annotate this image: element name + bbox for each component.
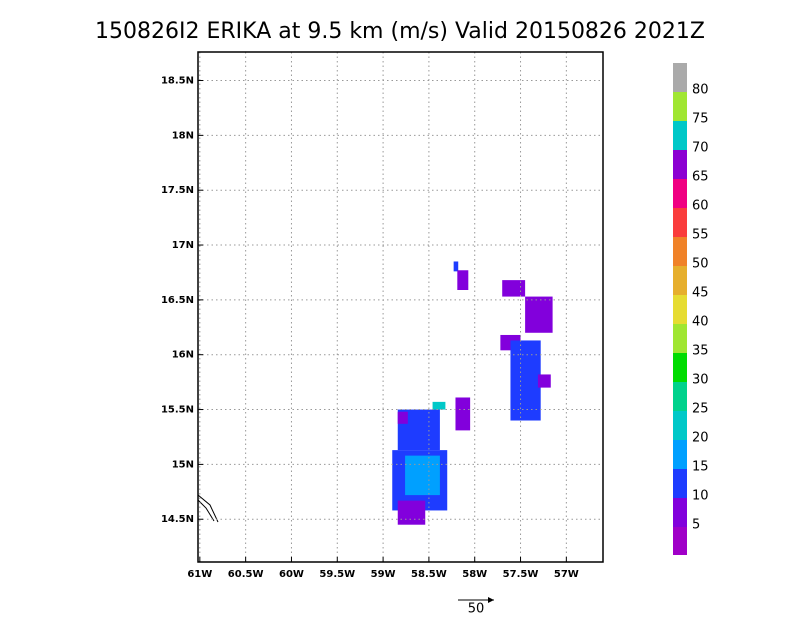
colorbar-label: 35 (692, 344, 709, 359)
colorbar-segment (673, 179, 687, 208)
colorbar-segment (673, 121, 687, 150)
colorbar-label: 55 (692, 228, 709, 243)
y-tick-label: 14.5N (161, 514, 194, 525)
x-tick-label: 58.5W (411, 569, 447, 580)
wind-cell (397, 500, 426, 525)
colorbar-segment (673, 527, 687, 555)
chart-title: 150826I2 ERIKA at 9.5 km (m/s) Valid 201… (95, 19, 705, 44)
colorbar-label: 50 (692, 257, 709, 272)
colorbar-segment (673, 498, 687, 527)
x-tick-label: 59.5W (319, 569, 355, 580)
x-tick-label: 61W (187, 569, 212, 580)
colorbar-segment (673, 353, 687, 382)
colorbar-segment (673, 411, 687, 440)
colorbar-segment (673, 382, 687, 411)
y-tick-label: 15.5N (161, 405, 194, 416)
colorbar-segment (673, 324, 687, 353)
x-tick-label: 57W (554, 569, 579, 580)
plot-frame (197, 51, 604, 563)
colorbar-segment (673, 63, 687, 92)
colorbar-label: 45 (692, 286, 709, 301)
colorbar-label: 65 (692, 170, 709, 185)
wind-cell (453, 261, 459, 272)
coastline (197, 499, 215, 522)
colorbar-segment (673, 92, 687, 121)
wind-cell (405, 455, 440, 496)
y-tick-label: 15N (172, 459, 194, 470)
colorbar-segment (673, 208, 687, 237)
colorbar-segment (673, 440, 687, 469)
x-tick-label: 60W (279, 569, 304, 580)
y-tick-label: 16.5N (161, 295, 194, 306)
wind-cell (502, 280, 526, 297)
x-tick-label: 60.5W (228, 569, 264, 580)
x-tick-label: 58W (462, 569, 487, 580)
x-tick-label: 59W (371, 569, 396, 580)
colorbar-label: 15 (692, 460, 709, 475)
wind-cell (537, 374, 551, 388)
x-tick-label: 57.5W (503, 569, 539, 580)
colorbar-label: 60 (692, 199, 709, 214)
colorbar-label: 40 (692, 315, 709, 330)
reference-label: 50 (468, 602, 485, 617)
colorbar-label: 5 (692, 518, 700, 533)
colorbar-segment (673, 237, 687, 266)
reference-arrowhead (488, 597, 494, 603)
wind-cell (510, 340, 541, 421)
colorbar-segment (673, 295, 687, 324)
wind-cell (525, 296, 553, 333)
y-tick-label: 17.5N (161, 185, 194, 196)
wind-cell (455, 397, 471, 431)
colorbar-label: 75 (692, 112, 709, 127)
colorbar-label: 30 (692, 373, 709, 388)
colorbar-segment (673, 469, 687, 498)
colorbar-segment (673, 150, 687, 179)
y-tick-label: 18N (172, 130, 194, 141)
colorbar-label: 80 (692, 83, 709, 98)
wind-cell (397, 411, 408, 424)
colorbar-label: 25 (692, 402, 709, 417)
colorbar-label: 10 (692, 489, 709, 504)
colorbar-label: 20 (692, 431, 709, 446)
wind-cell (457, 270, 469, 290)
y-tick-label: 18.5N (161, 76, 194, 87)
y-tick-label: 17N (172, 240, 194, 251)
y-tick-label: 16N (172, 350, 194, 361)
coastline (197, 494, 219, 523)
colorbar-segment (673, 266, 687, 295)
colorbar-label: 70 (692, 141, 709, 156)
wind-cell (432, 401, 446, 410)
